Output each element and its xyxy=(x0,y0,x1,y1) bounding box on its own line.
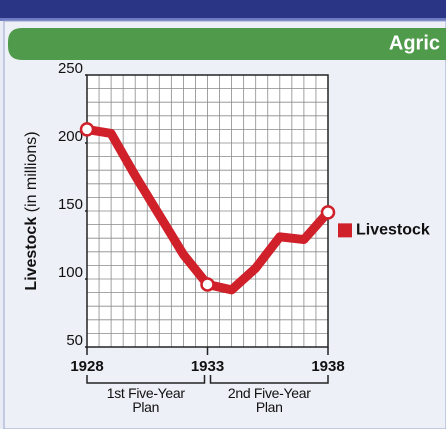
x-tick-label: 1928 xyxy=(70,358,103,375)
x-tick-label: 1938 xyxy=(311,358,344,375)
top-band xyxy=(0,0,446,20)
header-bar xyxy=(8,28,446,60)
y-tick-label: 200 xyxy=(58,128,83,145)
data-point xyxy=(79,122,95,137)
y-tick-label: 250 xyxy=(58,60,83,77)
data-point xyxy=(320,205,336,220)
plan-bracket xyxy=(209,375,329,384)
y-axis-label: Livestock (in millions) xyxy=(23,131,40,290)
y-axis-label-bold: Livestock xyxy=(23,217,40,291)
y-tick-label: 150 xyxy=(58,196,83,213)
y-axis-label-rest: (in millions) xyxy=(23,131,40,212)
legend-swatch xyxy=(338,223,352,238)
y-tick-label: 100 xyxy=(58,264,83,281)
data-point xyxy=(200,277,215,292)
legend-label: Livestock xyxy=(356,222,430,239)
plan-bracket xyxy=(86,375,206,384)
plan-label: 2nd Five-Year Plan xyxy=(227,385,311,415)
plan-label: 1st Five-Year Plan xyxy=(106,385,185,415)
x-tick-label: 1933 xyxy=(191,358,224,375)
top-stripe xyxy=(0,18,446,21)
header-title: Agric xyxy=(389,32,440,54)
y-tick-label: 50 xyxy=(66,332,83,349)
